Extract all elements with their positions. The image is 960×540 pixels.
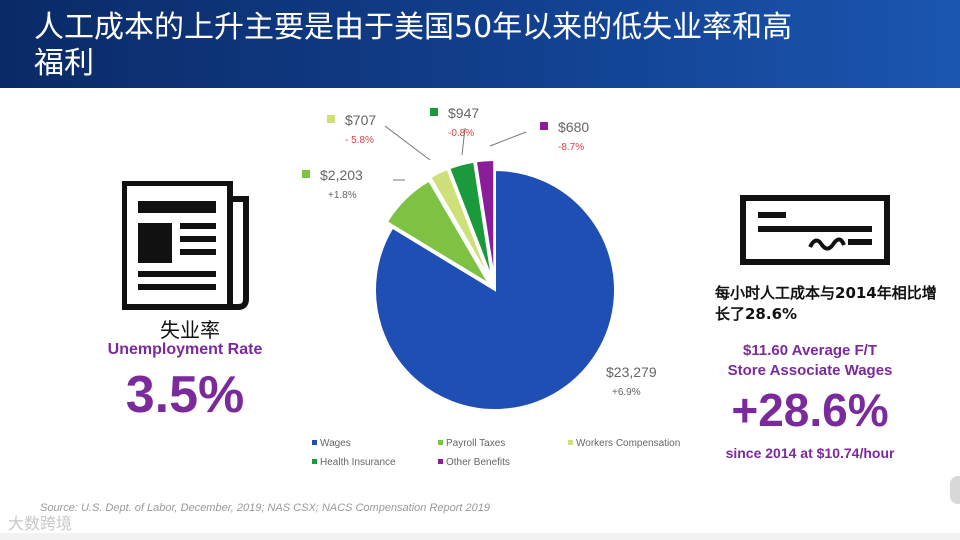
pie-slice-wages (374, 168, 616, 411)
change-label-payroll-taxes: +1.8% (328, 190, 357, 201)
leader-line-health-insurance (461, 127, 466, 156)
source-note: Source: U.S. Dept. of Labor, December, 2… (40, 502, 491, 514)
label-swatch-workers-compensation (327, 115, 335, 123)
change-label-workers-compensation: - 5.8% (345, 135, 374, 146)
watermark-logo: 大数跨境 (8, 514, 73, 533)
change-label-health-insurance: -0.8% (448, 128, 474, 139)
scroll-handle[interactable] (950, 476, 960, 504)
bottom-divider (0, 533, 960, 540)
leader-line-workers-compensation (384, 125, 431, 161)
wage-label: $11.60 Average F/T Store Associate Wages (710, 341, 910, 381)
header-banner: 人工成本的上升主要是由于美国50年以来的低失业率和高福利 (0, 0, 960, 88)
unemployment-value: 3.5% (125, 366, 245, 424)
value-label-wages: $23,279 (606, 364, 657, 380)
label-swatch-payroll-taxes (302, 170, 310, 178)
pie-slice-health-insurance (448, 160, 494, 281)
change-label-wages: +6.9% (612, 387, 641, 398)
label-swatch-other-benefits (540, 122, 548, 130)
value-label-health-insurance: $947 (448, 105, 479, 121)
legend-entry-wages: Wages (320, 438, 351, 449)
newspaper-icon (122, 181, 249, 310)
unemployment-cn-label: 失业率 (160, 318, 220, 342)
wage-growth-cn-text: 每小时人工成本与2014年相比增长了28.6% (715, 284, 937, 323)
value-label-other-benefits: $680 (558, 119, 589, 135)
wage-since-text: since 2014 at $10.74/hour (725, 445, 895, 461)
legend-swatch-other-benefits (438, 459, 443, 464)
pie-slice-payroll-taxes (385, 179, 491, 286)
wage-label-line-2: Store Associate Wages (727, 362, 893, 379)
page-title: 人工成本的上升主要是由于美国50年以来的低失业率和高福利 (34, 10, 793, 81)
wage-growth-value: +28.6% (731, 384, 889, 436)
value-label-payroll-taxes: $2,203 (320, 167, 363, 183)
paycheck-icon (740, 195, 890, 265)
leader-line-other-benefits (489, 131, 527, 147)
legend-entry-payroll-taxes: Payroll Taxes (446, 438, 505, 449)
unemployment-panel: 失业率 Unemployment Rate 3.5% (100, 175, 280, 435)
value-label-workers-compensation: $707 (345, 112, 376, 128)
legend-entry-workers-compensation: Workers Compensation (576, 438, 680, 449)
legend-swatch-health-insurance (312, 459, 317, 464)
legend-entry-other-benefits: Other Benefits (446, 457, 510, 468)
benefits-pie-chart: $23,279 +6.9% $2,203 +1.8% $707 - 5.8% $947 -0.… (302, 105, 680, 468)
wages-panel: 每小时人工成本与2014年相比增长了28.6% $11.60 Average F… (705, 195, 945, 475)
pie-slice-workers-compensation (428, 167, 492, 282)
unemployment-label: Unemployment Rate (107, 341, 263, 358)
label-swatch-health-insurance (430, 108, 438, 116)
wage-label-line-1: $11.60 Average F/T (743, 342, 877, 359)
legend-entry-health-insurance: Health Insurance (320, 457, 396, 468)
legend-swatch-workers-compensation (568, 440, 573, 445)
legend-swatch-wages (312, 440, 317, 445)
pie-slice-other-benefits (474, 159, 496, 281)
change-label-other-benefits: -8.7% (558, 142, 584, 153)
legend-swatch-payroll-taxes (438, 440, 443, 445)
